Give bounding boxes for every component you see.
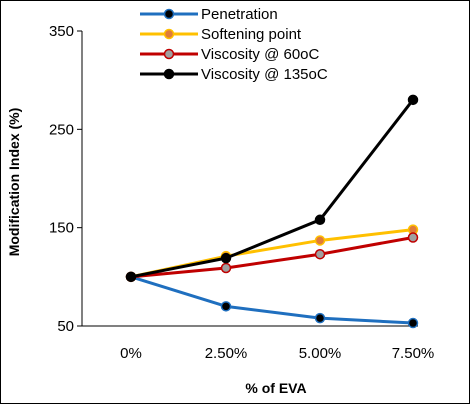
legend-swatch-marker xyxy=(163,28,175,40)
data-point xyxy=(220,301,232,312)
legend-swatch-marker xyxy=(163,48,175,60)
series-3 xyxy=(125,94,419,283)
legend-item-0: Penetration xyxy=(140,6,278,23)
data-point xyxy=(407,317,419,329)
legend-item-2: Viscosity @ 60oC xyxy=(140,46,319,63)
legend-item-1: Softening point xyxy=(140,26,302,43)
data-point xyxy=(314,248,326,260)
x-tick-label: 5.00% xyxy=(299,345,342,362)
legend: Penetration Softening point Viscosity @ 60… xyxy=(140,6,328,83)
y-tick-label: 150 xyxy=(49,220,74,237)
y-tick-label: 350 xyxy=(49,23,74,40)
y-tick-label: 250 xyxy=(49,121,74,138)
series-layer xyxy=(125,94,419,329)
data-point xyxy=(407,232,419,243)
x-tick-label: 2.50% xyxy=(205,345,248,362)
data-point xyxy=(125,271,137,283)
legend-label: Viscosity @ 60oC xyxy=(201,46,319,63)
series-line xyxy=(130,275,414,325)
legend-swatch-marker xyxy=(163,8,175,20)
x-axis-title: % of EVA xyxy=(245,380,306,396)
axes: 50 150 250 350 0% 2.50% 5.00% 7.50% xyxy=(49,23,434,362)
data-point xyxy=(314,235,326,246)
x-tick-label: 7.50% xyxy=(392,345,435,362)
series-line xyxy=(130,236,414,279)
data-point xyxy=(314,214,326,226)
y-tick-label: 50 xyxy=(57,318,74,335)
legend-label: Viscosity @ 135oC xyxy=(201,66,328,83)
legend-swatch-marker xyxy=(163,68,175,80)
series-0 xyxy=(125,271,419,329)
data-point xyxy=(220,262,232,274)
legend-label: Softening point xyxy=(201,26,302,43)
legend-label: Penetration xyxy=(201,6,278,23)
legend-item-3: Viscosity @ 135oC xyxy=(140,66,328,83)
data-point xyxy=(407,94,419,106)
series-line xyxy=(130,98,415,279)
y-axis-title: Modification Index (%) xyxy=(6,108,22,257)
data-point xyxy=(314,312,326,324)
x-tick-label: 0% xyxy=(120,345,142,362)
data-point xyxy=(220,252,232,264)
